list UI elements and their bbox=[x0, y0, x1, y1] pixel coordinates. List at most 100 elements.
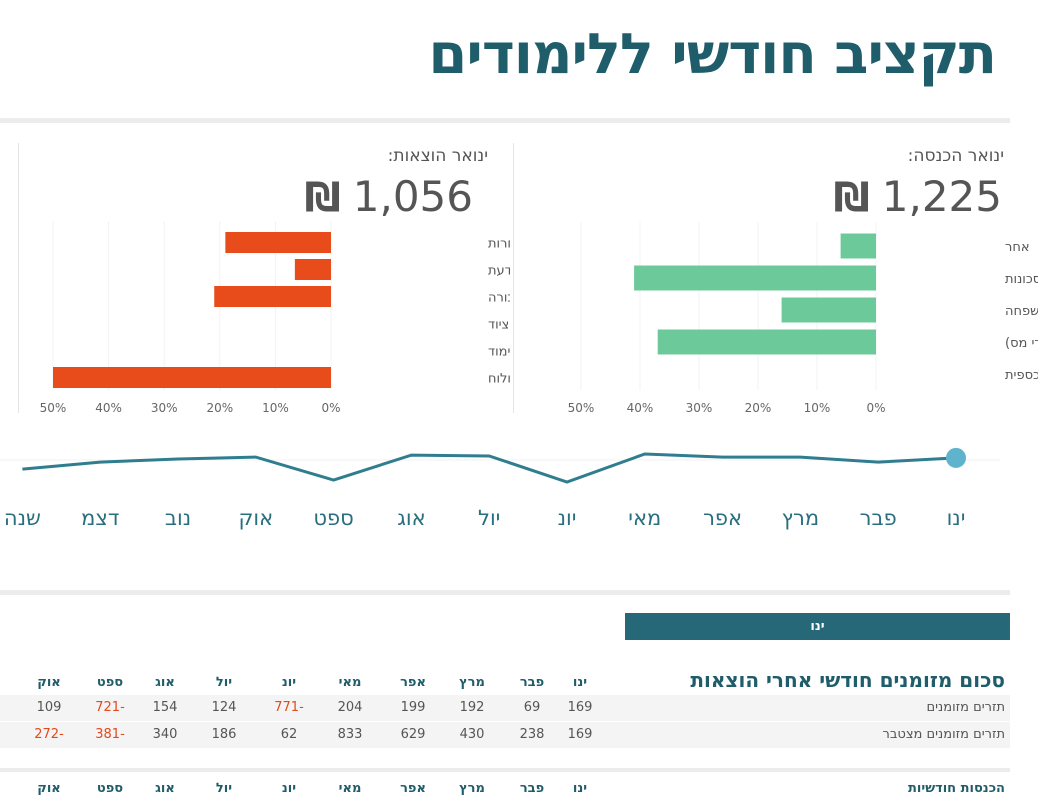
table-cell: 199 bbox=[400, 700, 426, 715]
income-bar bbox=[840, 233, 876, 259]
table-cell: -381 bbox=[95, 727, 125, 742]
x-tick-label: 50% bbox=[40, 401, 67, 415]
month-label[interactable]: שנה bbox=[4, 506, 41, 530]
divider bbox=[513, 143, 514, 413]
summary-table-title: סכום מזומנים חודשי אחרי הוצאות bbox=[690, 668, 1005, 692]
column-header: אוק bbox=[37, 781, 61, 796]
month-label[interactable]: יונ bbox=[558, 506, 577, 530]
month-label[interactable]: אוק bbox=[238, 506, 273, 530]
table-cell: 62 bbox=[280, 727, 298, 742]
expense-bar bbox=[53, 367, 331, 388]
x-tick-label: 10% bbox=[804, 401, 831, 415]
column-header: פבר bbox=[519, 781, 545, 796]
divider bbox=[0, 768, 1010, 772]
month-label[interactable]: נוב bbox=[165, 506, 191, 530]
x-tick-label: 30% bbox=[151, 401, 178, 415]
column-header: מרץ bbox=[459, 675, 485, 690]
expense-bar bbox=[214, 286, 331, 307]
expense-bar bbox=[294, 259, 331, 280]
page-title: תקציב חודשי ללימודים bbox=[428, 22, 997, 87]
income-bar-chart: 0% 10% 20% 30% 40% 50% אחר מחסכונות עזרה מבני מש… bbox=[568, 222, 1038, 415]
table-cell: 204 bbox=[337, 700, 363, 715]
month-label[interactable]: פבר bbox=[860, 506, 897, 530]
expenses-bar-chart: 0% 10% 20% 30% 40% 50% הוצאות אחרות הוצאות לפי … bbox=[40, 221, 510, 415]
row-label: תזרים מזומנים bbox=[926, 700, 1006, 715]
column-header: ספט bbox=[96, 675, 124, 690]
category-label: אחר bbox=[1005, 240, 1030, 255]
category-label: הוצאות לפי שיקול דעת bbox=[488, 264, 510, 279]
category-label: ספרים וציוד bbox=[488, 318, 510, 333]
month-selector[interactable]: ינו bbox=[625, 613, 1010, 640]
income-bar bbox=[634, 265, 876, 291]
income-bar bbox=[657, 329, 876, 355]
table-row bbox=[0, 695, 1010, 721]
table-cell: -771 bbox=[274, 700, 304, 715]
expense-bar bbox=[225, 232, 331, 253]
month-label[interactable]: אפר bbox=[703, 506, 742, 530]
table-cell: -721 bbox=[95, 700, 125, 715]
column-header: אוק bbox=[37, 675, 61, 690]
month-label[interactable]: דצמ bbox=[81, 506, 119, 530]
expenses-total: 1,056 bbox=[352, 172, 473, 221]
x-tick-label: 20% bbox=[206, 401, 233, 415]
table-cell: 124 bbox=[211, 700, 237, 715]
table-cell: 192 bbox=[459, 700, 485, 715]
column-header: יול bbox=[215, 675, 233, 690]
column-header: אפר bbox=[400, 781, 426, 796]
category-label: הוצאות אחרות bbox=[488, 237, 510, 252]
x-tick-label: 30% bbox=[686, 401, 713, 415]
column-header: אוג bbox=[155, 675, 175, 690]
income-table-title: הכנסות חודשיות bbox=[908, 781, 1005, 796]
divider bbox=[18, 143, 19, 413]
table-cell: 430 bbox=[459, 727, 485, 742]
table-cell: 169 bbox=[567, 727, 593, 742]
category-label: שכר (אחרי מס) bbox=[1005, 336, 1038, 351]
shekel-icon: ₪ bbox=[304, 175, 341, 221]
month-label[interactable]: מרץ bbox=[782, 506, 819, 530]
column-header: מרץ bbox=[459, 781, 485, 796]
income-total: 1,225 bbox=[881, 172, 1002, 221]
selected-month-marker[interactable] bbox=[946, 447, 966, 468]
column-header: יול bbox=[215, 781, 233, 796]
category-label: מחסכונות bbox=[1005, 272, 1038, 287]
expenses-label: ינואר הוצאות: bbox=[387, 146, 488, 166]
column-header: ינו bbox=[572, 675, 588, 690]
table-cell: 169 bbox=[567, 700, 593, 715]
x-tick-label: 50% bbox=[568, 401, 595, 415]
x-tick-label: 40% bbox=[95, 401, 122, 415]
column-header: יונ bbox=[281, 781, 297, 796]
table-cell: 109 bbox=[36, 700, 62, 715]
column-header: מאי bbox=[338, 675, 362, 690]
month-label[interactable]: יול bbox=[478, 506, 500, 530]
x-tick-label: 0% bbox=[321, 401, 340, 415]
month-label[interactable]: אוג bbox=[397, 506, 425, 530]
expenses-amount: ₪ 1,056 bbox=[305, 172, 473, 221]
income-amount: ₪ 1,225 bbox=[834, 172, 1002, 221]
monthly-trend-chart[interactable]: ינו פבר מרץ אפר מאי יונ יול אוג ספט אוק נוב דצמ שנה bbox=[0, 430, 1038, 540]
month-label[interactable]: ינו bbox=[947, 506, 966, 530]
column-header: יונ bbox=[281, 675, 297, 690]
table-cell: 629 bbox=[400, 727, 426, 742]
column-header: אפר bbox=[400, 675, 426, 690]
table-cell: 833 bbox=[337, 727, 363, 742]
divider bbox=[0, 118, 1010, 123]
column-header: ספט bbox=[96, 781, 124, 796]
trend-line bbox=[22, 452, 957, 484]
table-cell: 340 bbox=[152, 727, 178, 742]
x-tick-label: 0% bbox=[866, 401, 885, 415]
month-label[interactable]: ספט bbox=[313, 506, 353, 530]
divider bbox=[0, 590, 1010, 595]
row-label: תזרים מזומנים מצטבר bbox=[882, 727, 1005, 742]
x-tick-label: 10% bbox=[262, 401, 289, 415]
shekel-icon: ₪ bbox=[833, 175, 870, 221]
category-label: חדר ולוח bbox=[488, 372, 510, 387]
category-label: שכר לימוד bbox=[488, 345, 510, 360]
table-cell: -272 bbox=[34, 727, 64, 742]
x-tick-label: 40% bbox=[627, 401, 654, 415]
income-bar bbox=[781, 297, 876, 323]
column-header: אוג bbox=[155, 781, 175, 796]
table-cell: 154 bbox=[152, 700, 178, 715]
table-cell: 69 bbox=[523, 700, 541, 715]
month-label[interactable]: מאי bbox=[628, 506, 661, 530]
table-row bbox=[0, 722, 1010, 748]
